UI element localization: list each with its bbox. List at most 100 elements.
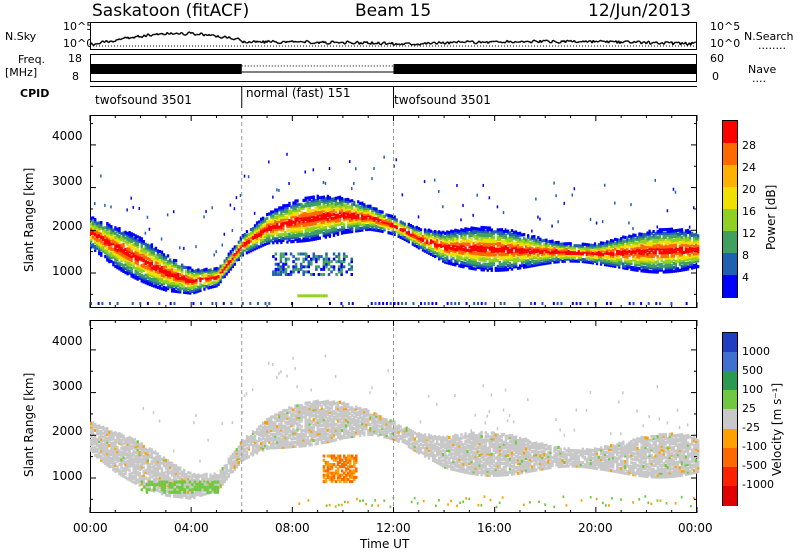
- power-cell: [338, 228, 342, 232]
- power-cell: [371, 210, 374, 214]
- power-cell: [144, 281, 147, 285]
- power-cell: [197, 274, 200, 278]
- power-cell: [624, 243, 627, 247]
- power-cell: [537, 261, 540, 265]
- power-cell: [326, 200, 330, 204]
- power-cell: [197, 276, 200, 280]
- power-cell: [498, 264, 502, 268]
- velocity-cell: [138, 479, 141, 483]
- power-cell: [332, 257, 336, 261]
- power-cell: [150, 250, 154, 255]
- power-cell: [440, 254, 443, 258]
- power-cell: [620, 262, 623, 266]
- power-cell: [276, 221, 279, 225]
- power-cell: [332, 265, 336, 269]
- power-cell: [660, 245, 663, 249]
- power-cell: [152, 265, 156, 269]
- power-cell: [569, 242, 572, 246]
- power-cell: [274, 223, 277, 227]
- power-cell: [472, 257, 475, 261]
- power-cell: [211, 285, 214, 289]
- power-cell: [207, 284, 210, 288]
- power-cell: [348, 222, 352, 226]
- velocity-cell: [120, 463, 123, 468]
- power-cell: [266, 234, 269, 238]
- velocity-cell: [128, 462, 131, 467]
- power-cell: [369, 218, 372, 222]
- power-cell: [514, 232, 518, 236]
- power-cell: [686, 236, 690, 240]
- power-cell: [324, 200, 328, 205]
- power-cell: [96, 221, 99, 225]
- power-cell: [435, 254, 439, 258]
- power-cell: [160, 279, 164, 283]
- power-cell: [527, 259, 530, 263]
- power-cell: [614, 253, 617, 257]
- velocity-cell: [106, 457, 109, 461]
- power-cell: [407, 224, 410, 228]
- power-cell: [128, 271, 131, 275]
- power-cell: [297, 252, 300, 256]
- power-cell: [630, 203, 632, 207]
- power-cell: [296, 235, 299, 240]
- power-cell: [482, 245, 485, 249]
- power-cell: [638, 261, 641, 265]
- power-cell: [553, 241, 556, 245]
- power-cell: [174, 280, 178, 284]
- power-cell: [235, 252, 239, 256]
- power-cell: [431, 240, 435, 244]
- power-cell: [324, 181, 327, 185]
- power-cell: [264, 229, 267, 233]
- power-cell: [288, 228, 291, 232]
- power-cell: [559, 242, 562, 246]
- power-cell: [378, 302, 381, 306]
- power-cell: [318, 209, 321, 213]
- power-cell: [502, 233, 506, 237]
- power-cell: [514, 236, 518, 240]
- power-cell: [488, 266, 491, 270]
- power-cell: [492, 255, 495, 259]
- power-cell: [450, 229, 453, 233]
- power-cell: [154, 273, 158, 277]
- power-cell: [680, 260, 684, 264]
- power-cell: [357, 223, 360, 227]
- velocity-cell: [112, 448, 115, 453]
- power-cell: [616, 245, 619, 250]
- power-cell: [573, 253, 576, 257]
- power-cell: [482, 233, 485, 237]
- power-cell: [417, 242, 421, 246]
- power-cell: [381, 218, 384, 222]
- power-cell: [266, 228, 269, 232]
- power-cell: [569, 247, 572, 252]
- power-cell: [288, 181, 290, 185]
- power-cell: [209, 279, 212, 284]
- power-cell: [484, 233, 487, 238]
- power-cell: [189, 274, 192, 278]
- power-cell: [168, 285, 172, 289]
- power-cell: [284, 257, 288, 261]
- power-cell: [474, 240, 477, 244]
- power-cell: [249, 228, 253, 232]
- power-cell: [205, 279, 208, 283]
- power-cell: [498, 257, 502, 261]
- power-cell: [307, 265, 311, 269]
- power-cell: [666, 249, 669, 253]
- power-cell: [444, 256, 447, 260]
- power-cell: [350, 265, 354, 269]
- velocity-cell: [120, 450, 123, 454]
- velocity-cell: [150, 452, 154, 456]
- velocity-ytick: 2000: [52, 424, 83, 438]
- power-cell: [678, 261, 682, 265]
- power-cell: [435, 252, 439, 256]
- velocity-cell: [154, 459, 158, 463]
- power-cell: [472, 234, 475, 238]
- power-cell: [276, 217, 279, 222]
- power-cell: [156, 276, 160, 280]
- power-cell: [277, 272, 280, 276]
- power-cell: [211, 302, 214, 306]
- power-cell: [148, 248, 151, 252]
- power-cell: [622, 266, 625, 270]
- power-cell: [300, 227, 303, 232]
- power-cell: [310, 272, 313, 276]
- power-cell: [464, 238, 467, 242]
